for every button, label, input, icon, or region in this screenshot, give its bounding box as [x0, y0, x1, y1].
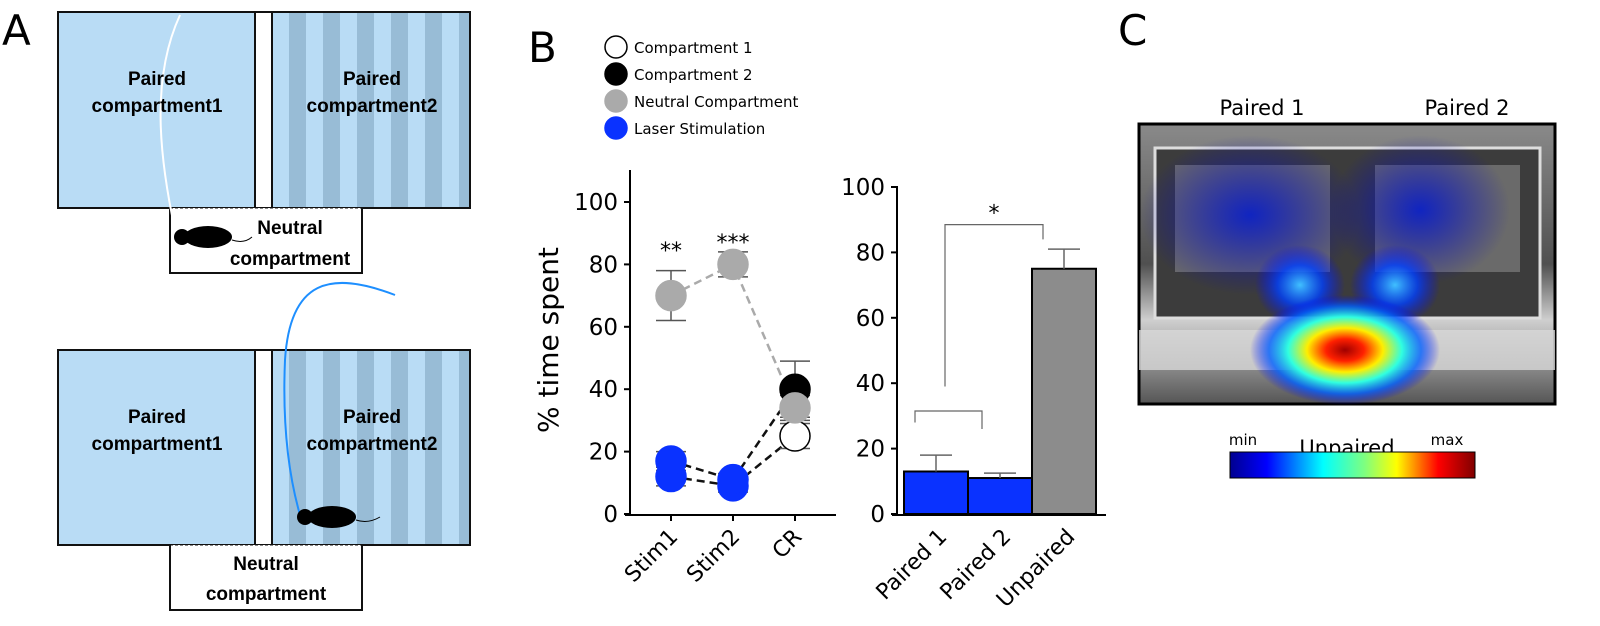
y-tick-label: 40 — [856, 371, 885, 397]
y-tick-label: 0 — [603, 502, 618, 528]
y-tick-label: 100 — [574, 190, 618, 216]
panel-label-b: B — [528, 23, 557, 72]
legend-label: Compartment 1 — [634, 39, 753, 57]
significance-marker: * — [989, 201, 1000, 226]
y-tick-label: 60 — [589, 315, 618, 341]
label-paired1-top: Paired compartment1 — [92, 69, 223, 117]
label-paired1-bottom: Paired compartment1 — [92, 407, 223, 455]
x-tick-label: Stim1 — [620, 525, 683, 588]
panel-label-c: C — [1118, 6, 1147, 55]
schematic-top: Paired compartment1 Paired compartment2 Ne… — [57, 11, 471, 274]
schematic-bottom: Paired compartment1 Paired compartment2 Ne… — [57, 281, 471, 611]
data-point — [717, 248, 749, 281]
legend-label: Laser Stimulation — [634, 120, 765, 138]
series-line — [670, 388, 797, 482]
significance-marker: ** — [660, 239, 682, 264]
y-tick-label: 80 — [589, 252, 618, 278]
label-neutral-top: Neutral compartment — [230, 218, 351, 270]
data-point — [779, 392, 811, 424]
legend-marker — [604, 62, 628, 86]
series-line — [670, 435, 796, 488]
colorbar-max-label: max — [1431, 431, 1464, 449]
label-paired2-bottom: Paired compartment2 — [307, 407, 438, 455]
colorbar-min-label: min — [1229, 431, 1257, 449]
bar — [1031, 267, 1097, 515]
y-tick-label: 0 — [870, 502, 885, 528]
legend: Compartment 1 Compartment 2 Neutral Compar… — [604, 35, 799, 140]
significance-bracket — [944, 224, 1044, 387]
x-tick-label: CR — [768, 525, 807, 564]
heatmap-label-paired2: Paired 2 — [1425, 96, 1510, 120]
mouse-icon — [174, 226, 253, 248]
legend-marker — [604, 116, 628, 140]
legend-marker — [604, 89, 628, 113]
comparison-bracket — [914, 410, 983, 429]
y-tick-label: 80 — [856, 240, 885, 266]
heatmap-image — [1137, 122, 1557, 406]
label-neutral-bottom: Neutral compartment — [206, 554, 327, 605]
legend-label: Neutral Compartment — [634, 93, 799, 111]
data-point — [717, 463, 749, 496]
data-point — [655, 279, 687, 312]
legend-label: Compartment 2 — [634, 66, 753, 84]
legend-marker — [604, 35, 628, 59]
series-line — [670, 262, 797, 409]
data-point — [779, 420, 811, 452]
y-tick-label: 20 — [856, 437, 885, 463]
bar — [903, 470, 969, 515]
significance-marker: *** — [717, 231, 750, 256]
x-tick-label: Stim2 — [682, 525, 745, 588]
panel-label-a: A — [2, 6, 31, 55]
y-tick-label: 60 — [856, 306, 885, 332]
mouse-icon — [297, 506, 381, 528]
y-tick-label: 20 — [589, 440, 618, 466]
bar — [967, 477, 1033, 515]
data-point — [655, 445, 687, 477]
colorbar — [1229, 451, 1476, 479]
heatmap-label-paired1: Paired 1 — [1220, 96, 1305, 120]
y-tick-label: 100 — [841, 175, 885, 201]
y-tick-label: 40 — [589, 377, 618, 403]
y-axis-label: % time spent — [532, 247, 565, 433]
label-paired2-top: Paired compartment2 — [307, 69, 438, 117]
